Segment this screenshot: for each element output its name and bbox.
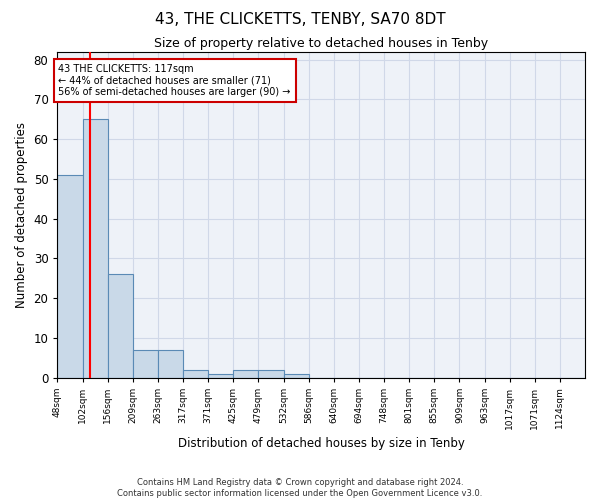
Bar — [284, 374, 308, 378]
Bar — [233, 370, 259, 378]
X-axis label: Distribution of detached houses by size in Tenby: Distribution of detached houses by size … — [178, 437, 464, 450]
Text: 43, THE CLICKETTS, TENBY, SA70 8DT: 43, THE CLICKETTS, TENBY, SA70 8DT — [155, 12, 445, 28]
Bar — [259, 370, 284, 378]
Bar — [58, 175, 83, 378]
Bar — [83, 119, 108, 378]
Bar — [133, 350, 158, 378]
Text: 43 THE CLICKETTS: 117sqm
← 44% of detached houses are smaller (71)
56% of semi-d: 43 THE CLICKETTS: 117sqm ← 44% of detach… — [58, 64, 291, 97]
Bar — [208, 374, 233, 378]
Text: Contains HM Land Registry data © Crown copyright and database right 2024.
Contai: Contains HM Land Registry data © Crown c… — [118, 478, 482, 498]
Bar — [108, 274, 133, 378]
Bar — [158, 350, 183, 378]
Title: Size of property relative to detached houses in Tenby: Size of property relative to detached ho… — [154, 38, 488, 51]
Bar — [183, 370, 208, 378]
Y-axis label: Number of detached properties: Number of detached properties — [15, 122, 28, 308]
